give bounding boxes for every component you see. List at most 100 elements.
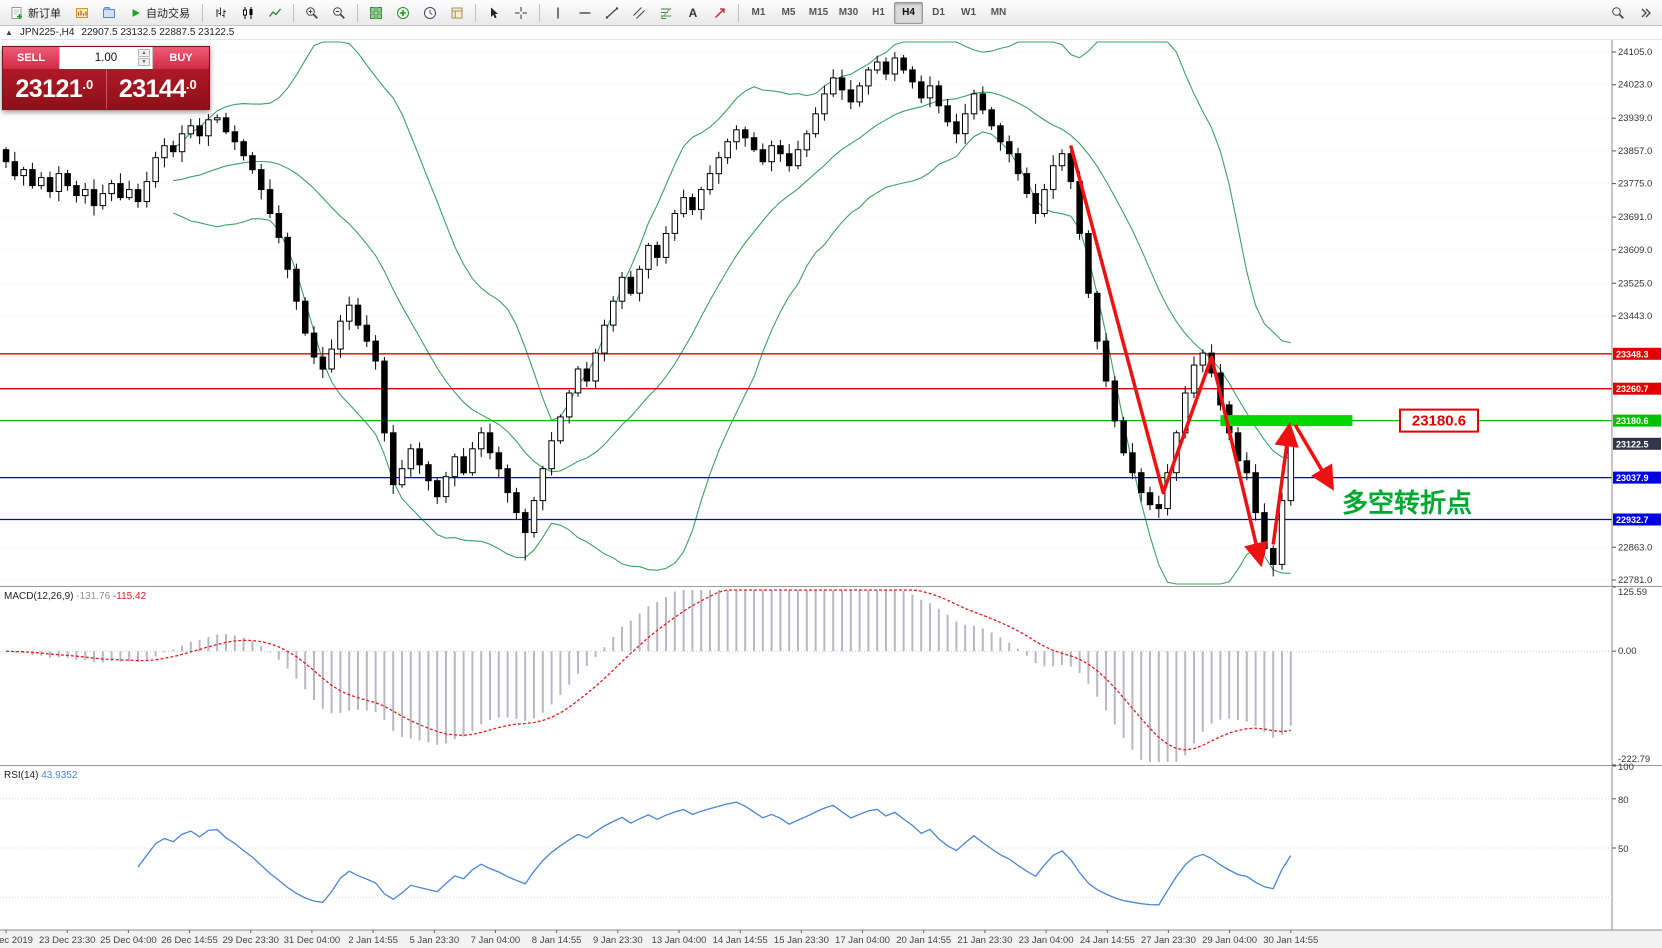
volume-field[interactable]: 1.00 ▲ ▼	[59, 47, 153, 69]
timeframe-button-h1[interactable]: H1	[872, 7, 885, 18]
trend-arrow-1[interactable]	[1069, 145, 1268, 568]
trend-arrow-3[interactable]	[1293, 424, 1334, 491]
svg-text:A: A	[689, 6, 698, 20]
toolbar-separator	[738, 3, 739, 22]
zoom-out-button[interactable]	[326, 1, 352, 25]
price-axis-tick: 23609.0	[1618, 245, 1652, 256]
toolbar-separator	[357, 3, 358, 22]
toolbar-more-button[interactable]	[1633, 1, 1659, 25]
fibonacci-icon	[660, 7, 672, 19]
text-tool-button[interactable]: A	[680, 1, 706, 25]
timeframe-button-m15[interactable]: M15	[808, 7, 829, 18]
autotrading-label: 自动交易	[146, 7, 190, 20]
text-tool-icon: A	[689, 6, 698, 20]
sell-price[interactable]: 23121 .0	[3, 69, 106, 109]
vertical-line-button[interactable]	[545, 1, 571, 25]
chart-area: 23180.6 多空转折点 24105.0 24023.0 23939.0 23857.0…	[0, 40, 1662, 948]
pane-divider[interactable]	[0, 765, 1662, 766]
autotrading-play-icon	[132, 8, 140, 17]
new-chart-button[interactable]	[69, 1, 95, 25]
sell-price-decimal: .0	[82, 77, 94, 92]
horizontal-line-icon	[579, 11, 591, 14]
templates-icon	[451, 7, 463, 18]
timeframe-button-mn[interactable]: MN	[990, 7, 1007, 18]
macd-axis-label: -222.79	[1618, 754, 1650, 765]
one-click-trading-panel: SELL 1.00 ▲ ▼ BUY 23121 .0 23144 .0	[2, 46, 210, 110]
new-order-button[interactable]: 新订单	[3, 1, 68, 25]
time-axis-label: 15 Jan 23:30	[774, 935, 829, 946]
toolbar-separator	[475, 3, 476, 22]
arrows-tool-button[interactable]	[707, 1, 733, 25]
price-axis-tick: 22781.0	[1618, 575, 1652, 586]
chart-bars-button[interactable]	[208, 1, 234, 25]
price-axis-tick: 23775.0	[1618, 179, 1652, 190]
trend-arrow-2[interactable]	[1271, 421, 1299, 545]
toolbar-right-group	[1605, 1, 1659, 25]
timeframe-button-d1[interactable]: D1	[932, 7, 945, 18]
periods-button[interactable]	[417, 1, 443, 25]
timeframe-button-m5[interactable]: M5	[781, 7, 796, 18]
templates-button[interactable]	[444, 1, 470, 25]
timeframe-button-w1[interactable]: W1	[961, 7, 976, 18]
timeframe-button-h4[interactable]: H4	[894, 1, 923, 24]
svg-text:22932.7: 22932.7	[1616, 515, 1649, 525]
timeframe-button-m1[interactable]: M1	[751, 7, 766, 18]
profiles-button[interactable]	[96, 1, 122, 25]
highlight-zone[interactable]	[1220, 415, 1353, 427]
price-axis-tick: 23857.0	[1618, 146, 1652, 157]
chevrons-right-icon	[1641, 8, 1651, 17]
search-icon	[1612, 6, 1624, 19]
volume-value: 1.00	[94, 52, 118, 64]
cursor-button[interactable]	[481, 1, 507, 25]
level-price-chip	[1613, 347, 1661, 360]
price-callout-box[interactable]	[1399, 408, 1479, 433]
horizontal-line-button[interactable]	[572, 1, 598, 25]
price-axis-tick: 24023.0	[1618, 80, 1652, 91]
channel-icon	[633, 6, 645, 19]
time-axis[interactable]	[0, 930, 1662, 948]
candlestick-icon	[243, 6, 253, 19]
buy-price[interactable]: 23144 .0	[105, 69, 210, 109]
crosshair-button[interactable]	[508, 1, 534, 25]
chart-canvas[interactable]: 23180.6 多空转折点 24105.0 24023.0 23939.0 23857.0…	[0, 40, 1662, 948]
turning-point-annotation[interactable]: 多空转折点	[1342, 488, 1472, 518]
time-axis-label: 2 Jan 14:55	[348, 935, 398, 946]
svg-text:23180.6: 23180.6	[1616, 416, 1649, 426]
timeframe-button-m30[interactable]: M30	[838, 7, 859, 18]
new-order-label: 新订单	[28, 7, 61, 20]
current-price-chip	[1613, 437, 1661, 450]
price-axis-tick: 24105.0	[1618, 47, 1652, 58]
time-axis-label: 25 Dec 04:00	[100, 935, 157, 946]
trendline-button[interactable]	[599, 1, 625, 25]
zoom-in-button[interactable]	[299, 1, 325, 25]
symbol-period-label: JPN225-,H4	[19, 27, 75, 38]
cursor-icon	[491, 7, 498, 18]
buy-button[interactable]: BUY	[153, 47, 209, 69]
search-button[interactable]	[1605, 1, 1631, 25]
svg-text:23348.3: 23348.3	[1616, 349, 1649, 359]
vertical-line-icon	[557, 7, 559, 18]
time-axis-label: 20 Jan 14:55	[896, 935, 951, 946]
fibonacci-button[interactable]	[653, 1, 679, 25]
new-order-icon	[11, 6, 22, 19]
tile-windows-button[interactable]	[363, 1, 389, 25]
pane-divider[interactable]	[0, 586, 1662, 587]
trade-panel-price-row: 23121 .0 23144 .0	[3, 69, 209, 109]
chart-line-button[interactable]	[262, 1, 288, 25]
line-chart-icon	[268, 8, 282, 17]
sell-button[interactable]: SELL	[3, 47, 59, 69]
chart-background	[0, 40, 1662, 948]
channel-button[interactable]	[626, 1, 652, 25]
autotrading-button[interactable]: 自动交易	[123, 1, 197, 25]
chart-candles-button[interactable]	[235, 1, 261, 25]
rsi-axis-label: 100	[1618, 762, 1634, 773]
price-axis-tick: 23691.0	[1618, 212, 1652, 223]
profiles-icon	[103, 6, 115, 18]
volume-down-button[interactable]: ▼	[138, 58, 150, 66]
volume-up-button[interactable]: ▲	[138, 49, 150, 57]
bollinger-middle-band	[173, 91, 1291, 473]
crosshair-icon	[515, 6, 527, 19]
indicators-button[interactable]	[390, 1, 416, 25]
sell-price-main: 23121	[15, 74, 83, 103]
rsi-axis-label: 80	[1618, 795, 1629, 806]
